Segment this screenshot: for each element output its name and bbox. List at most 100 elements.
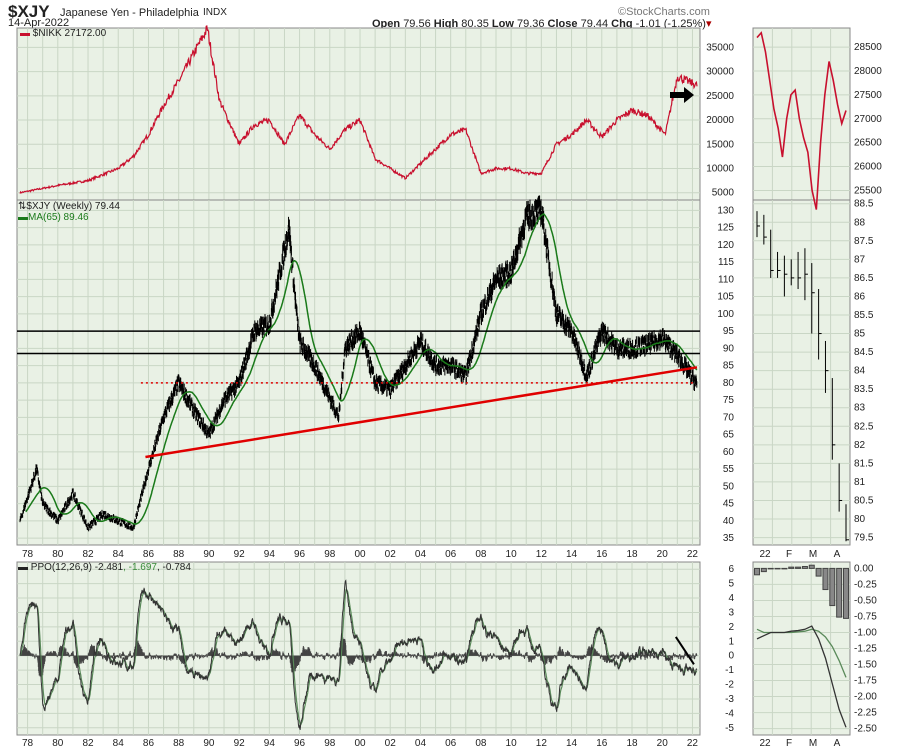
x-tick-label: 78: [22, 738, 34, 749]
x-tick-label: 00: [354, 549, 366, 560]
x-tick-label: 04: [415, 549, 427, 560]
nikkei-line: [19, 25, 698, 194]
x-tick-label: 10: [506, 738, 518, 749]
y-tick-label: -4: [725, 708, 734, 719]
mini-y-tick-label: 81: [854, 477, 866, 488]
y-tick-label: 40: [723, 516, 735, 527]
exchange: INDX: [203, 7, 227, 18]
mini-y-tick-label: 26500: [854, 138, 882, 149]
x-tick-label: 08: [475, 738, 487, 749]
mini-y-tick-label: 82: [854, 440, 866, 451]
mini-y-tick-label: 84: [854, 366, 866, 377]
open-value: 79.56: [403, 18, 431, 30]
mini-panel-0: [752, 27, 851, 201]
x-tick-label: 20: [657, 549, 669, 560]
y-tick-label: 6: [728, 564, 734, 575]
y-tick-label: 120: [717, 240, 734, 251]
x-tick-label: 22: [687, 549, 699, 560]
mini-y-tick-label: 83.5: [854, 384, 874, 395]
mini-y-tick-label: 28000: [854, 66, 882, 77]
x-tick-label: 90: [203, 738, 215, 749]
x-tick-label: 84: [113, 738, 125, 749]
trendline: [145, 366, 698, 459]
mini-y-tick-label: 27000: [854, 114, 882, 125]
low-label: Low: [491, 18, 514, 30]
open-label: Open: [372, 18, 401, 30]
annotation-arrow-icon: [670, 87, 694, 103]
mini-y-tick-label: 80: [854, 514, 866, 525]
low-value: 79.36: [516, 18, 545, 30]
x-tick-label: 06: [445, 549, 457, 560]
y-tick-label: 1: [728, 636, 734, 647]
x-tick-label: 84: [113, 549, 125, 560]
y-tick-label: 5: [728, 579, 734, 590]
ppo-trendline: [674, 636, 695, 665]
x-tick-label: 14: [566, 549, 578, 560]
y-tick-label: 0: [728, 651, 734, 662]
y-tick-label: 30000: [706, 67, 734, 78]
x-tick-label: 22: [687, 738, 699, 749]
x-tick-label: 80: [52, 549, 64, 560]
mini-y-tick-label: 25500: [854, 185, 882, 196]
y-tick-label: 35000: [706, 42, 734, 53]
y-tick-label: 105: [717, 292, 734, 303]
mini-y-tick-label: 80.5: [854, 495, 874, 506]
y-tick-label: 5000: [712, 188, 735, 199]
y-tick-label: 35: [723, 533, 735, 544]
x-tick-label: 12: [536, 549, 548, 560]
x-tick-label: 20: [657, 738, 669, 749]
y-tick-label: -1: [725, 665, 734, 676]
x-tick-label: 82: [82, 549, 94, 560]
down-arrow-icon: ▾: [705, 18, 712, 30]
mini-y-tick-label: 27500: [854, 90, 882, 101]
ohlc-readout: Open 79.56 High 80.35 Low 79.36 Close 79…: [372, 17, 711, 30]
x-tick-label: 98: [324, 549, 336, 560]
y-tick-label: 90: [723, 343, 735, 354]
y-tick-label: 95: [723, 326, 735, 337]
date: 14-Apr-2022: [8, 17, 70, 29]
symbol: $XJY: [8, 2, 50, 21]
x-tick-label: 14: [566, 738, 578, 749]
watermark: ©StockCharts.com: [618, 6, 710, 18]
x-tick-label: 90: [203, 549, 215, 560]
y-tick-label: 50: [723, 481, 735, 492]
x-tick-label: 10: [506, 549, 518, 560]
y-tick-label: 130: [717, 205, 734, 216]
y-tick-label: 55: [723, 464, 735, 475]
x-tick-label: 88: [173, 738, 185, 749]
x-tick-label: 94: [264, 549, 276, 560]
main-panel-1: [16, 199, 701, 546]
y-tick-label: 100: [717, 309, 734, 320]
y-tick-label: 125: [717, 223, 734, 234]
chg-value: -1.01 (-1.25%): [635, 18, 706, 30]
x-tick-label: 18: [626, 738, 638, 749]
x-tick-label: 92: [234, 738, 246, 749]
y-tick-label: 80: [723, 378, 735, 389]
y-tick-label: 2: [728, 622, 734, 633]
y-tick-label: -5: [725, 723, 734, 734]
x-tick-label: 80: [52, 738, 64, 749]
mini-y-tick-label: 82.5: [854, 421, 874, 432]
y-tick-label: 15000: [706, 139, 734, 150]
x-tick-label: 78: [22, 549, 34, 560]
mini-y-tick-label: 28500: [854, 42, 882, 53]
y-tick-label: 20000: [706, 115, 734, 126]
y-tick-label: 65: [723, 430, 735, 441]
x-tick-label: 98: [324, 738, 336, 749]
high-value: 80.35: [461, 18, 489, 30]
x-tick-label: 16: [596, 549, 608, 560]
x-tick-label: 86: [143, 738, 155, 749]
y-tick-label: 70: [723, 412, 735, 423]
y-tick-label: 25000: [706, 91, 734, 102]
y-tick-label: 75: [723, 395, 735, 406]
ma65-line: [25, 213, 698, 525]
mini-y-tick-label: 79.5: [854, 533, 874, 544]
chg-label: Chg: [611, 18, 633, 30]
x-tick-label: 94: [264, 738, 276, 749]
y-tick-label: 4: [728, 593, 734, 604]
y-tick-label: 45: [723, 499, 735, 510]
x-tick-label: 82: [82, 738, 94, 749]
y-tick-label: 85: [723, 361, 735, 372]
